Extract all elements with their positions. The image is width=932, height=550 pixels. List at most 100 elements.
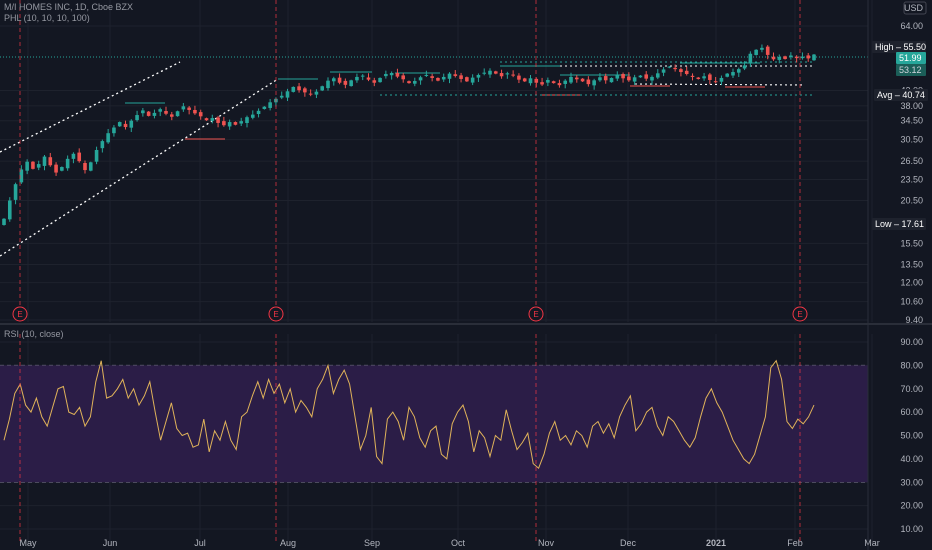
candle-body [262,106,267,109]
candle-body [326,80,330,89]
candle-body [754,49,758,55]
candle-body [320,86,325,91]
candle-body [777,56,782,60]
candle-body [88,162,93,171]
earnings-icon [268,306,284,322]
high-tag: High – 55.50 [875,42,926,52]
rsi-axis-label: 20.00 [900,501,923,511]
candle-body [436,77,440,81]
candle-body [308,93,313,95]
candle-body [418,77,423,81]
candle-body [488,70,492,75]
candle-body [250,114,255,118]
candle-body [268,102,272,108]
candle-body [528,78,533,84]
candle-body [216,117,220,123]
time-axis[interactable]: May Jun Jul Aug Sep Oct Nov Dec 2021 Feb Mar [19,538,879,548]
time-axis-label: Jul [194,538,206,548]
candle-body [198,112,203,117]
candle-body [146,111,151,116]
candle-body [661,69,666,73]
candle-body [794,56,799,59]
candle-body [112,127,116,134]
candle-body [25,161,29,171]
candle-body [708,74,712,80]
candle-body [343,80,348,85]
candle-body [169,114,174,117]
candle-body [65,158,70,169]
avg-tag: Avg – 40.74 [877,90,925,100]
last-price-tag: 51.99 [899,53,922,63]
candle-body [580,78,585,82]
candle-body [193,109,197,114]
candle-body [493,71,498,74]
time-axis-label: Sep [364,538,380,548]
candle-body [546,79,550,83]
candle-body [430,76,434,78]
candle-body [100,141,105,149]
candle-body [349,80,353,87]
channel-upper-line [0,61,181,153]
candle-body [285,91,290,98]
candle-body [719,77,724,82]
candle-body [2,218,6,225]
candle-body [459,75,463,79]
candle-body [83,162,87,171]
candle-body [574,77,579,80]
time-axis-label: May [19,538,37,548]
currency-box [903,1,927,15]
candle-body [129,120,134,128]
rsi-axis-label: 10.00 [900,524,923,534]
candle-body [638,75,643,78]
last-price-tag-bg [896,52,926,64]
candle-body [679,69,683,73]
candle-body [655,73,660,78]
price-axis-label: 10.60 [900,297,923,307]
earnings-icon [12,306,28,322]
candle-body [615,74,620,79]
price-axis-label: 12.00 [900,278,923,288]
candle-body [482,72,487,74]
prev-price-tag: 53.12 [899,65,922,75]
price-axis-label: 20.50 [900,195,923,205]
price-axis-label: 26.50 [900,156,923,166]
candle-body [389,72,394,76]
rsi-indicator-legend[interactable]: RSI (10, close) [4,329,64,339]
rsi-line [3,359,815,470]
candle-body [609,77,614,83]
price-axis-label: 34.50 [900,116,923,126]
candle-body [800,56,805,59]
candle-body [731,72,735,76]
candle-body [71,153,76,159]
candle-body [355,76,359,81]
candle-body [551,81,556,84]
candle-body [603,76,608,81]
candle-body [291,86,296,92]
time-axis-label: Feb [787,538,803,548]
price-axis-label: 38.00 [900,101,923,111]
earnings-label: E [17,310,22,319]
candle-body [632,77,637,82]
rsi-axis[interactable]: 90.00 80.00 70.00 60.00 50.00 40.00 30.00 20.00… [900,337,923,534]
candle-body [158,109,163,112]
candle-body [60,167,64,171]
time-axis-label: Nov [538,538,555,548]
pivot-indicator-legend[interactable]: PHL (10, 10, 10, 100) [4,13,90,23]
candle-body [13,184,18,200]
candle-body [684,70,689,74]
candle-body [7,200,12,220]
candle-body [690,75,695,77]
price-axis-label: 23.50 [900,175,923,185]
low-tag-bg [872,218,926,230]
avg-tag-bg [874,89,928,101]
prev-price-tag-bg [896,64,926,76]
rsi-axis-label: 40.00 [900,454,923,464]
candle-body [771,56,776,60]
candle-body [123,123,128,128]
candle-body [36,164,41,168]
candle-body [164,111,168,114]
candle-body [736,69,741,73]
candle-body [702,76,706,79]
